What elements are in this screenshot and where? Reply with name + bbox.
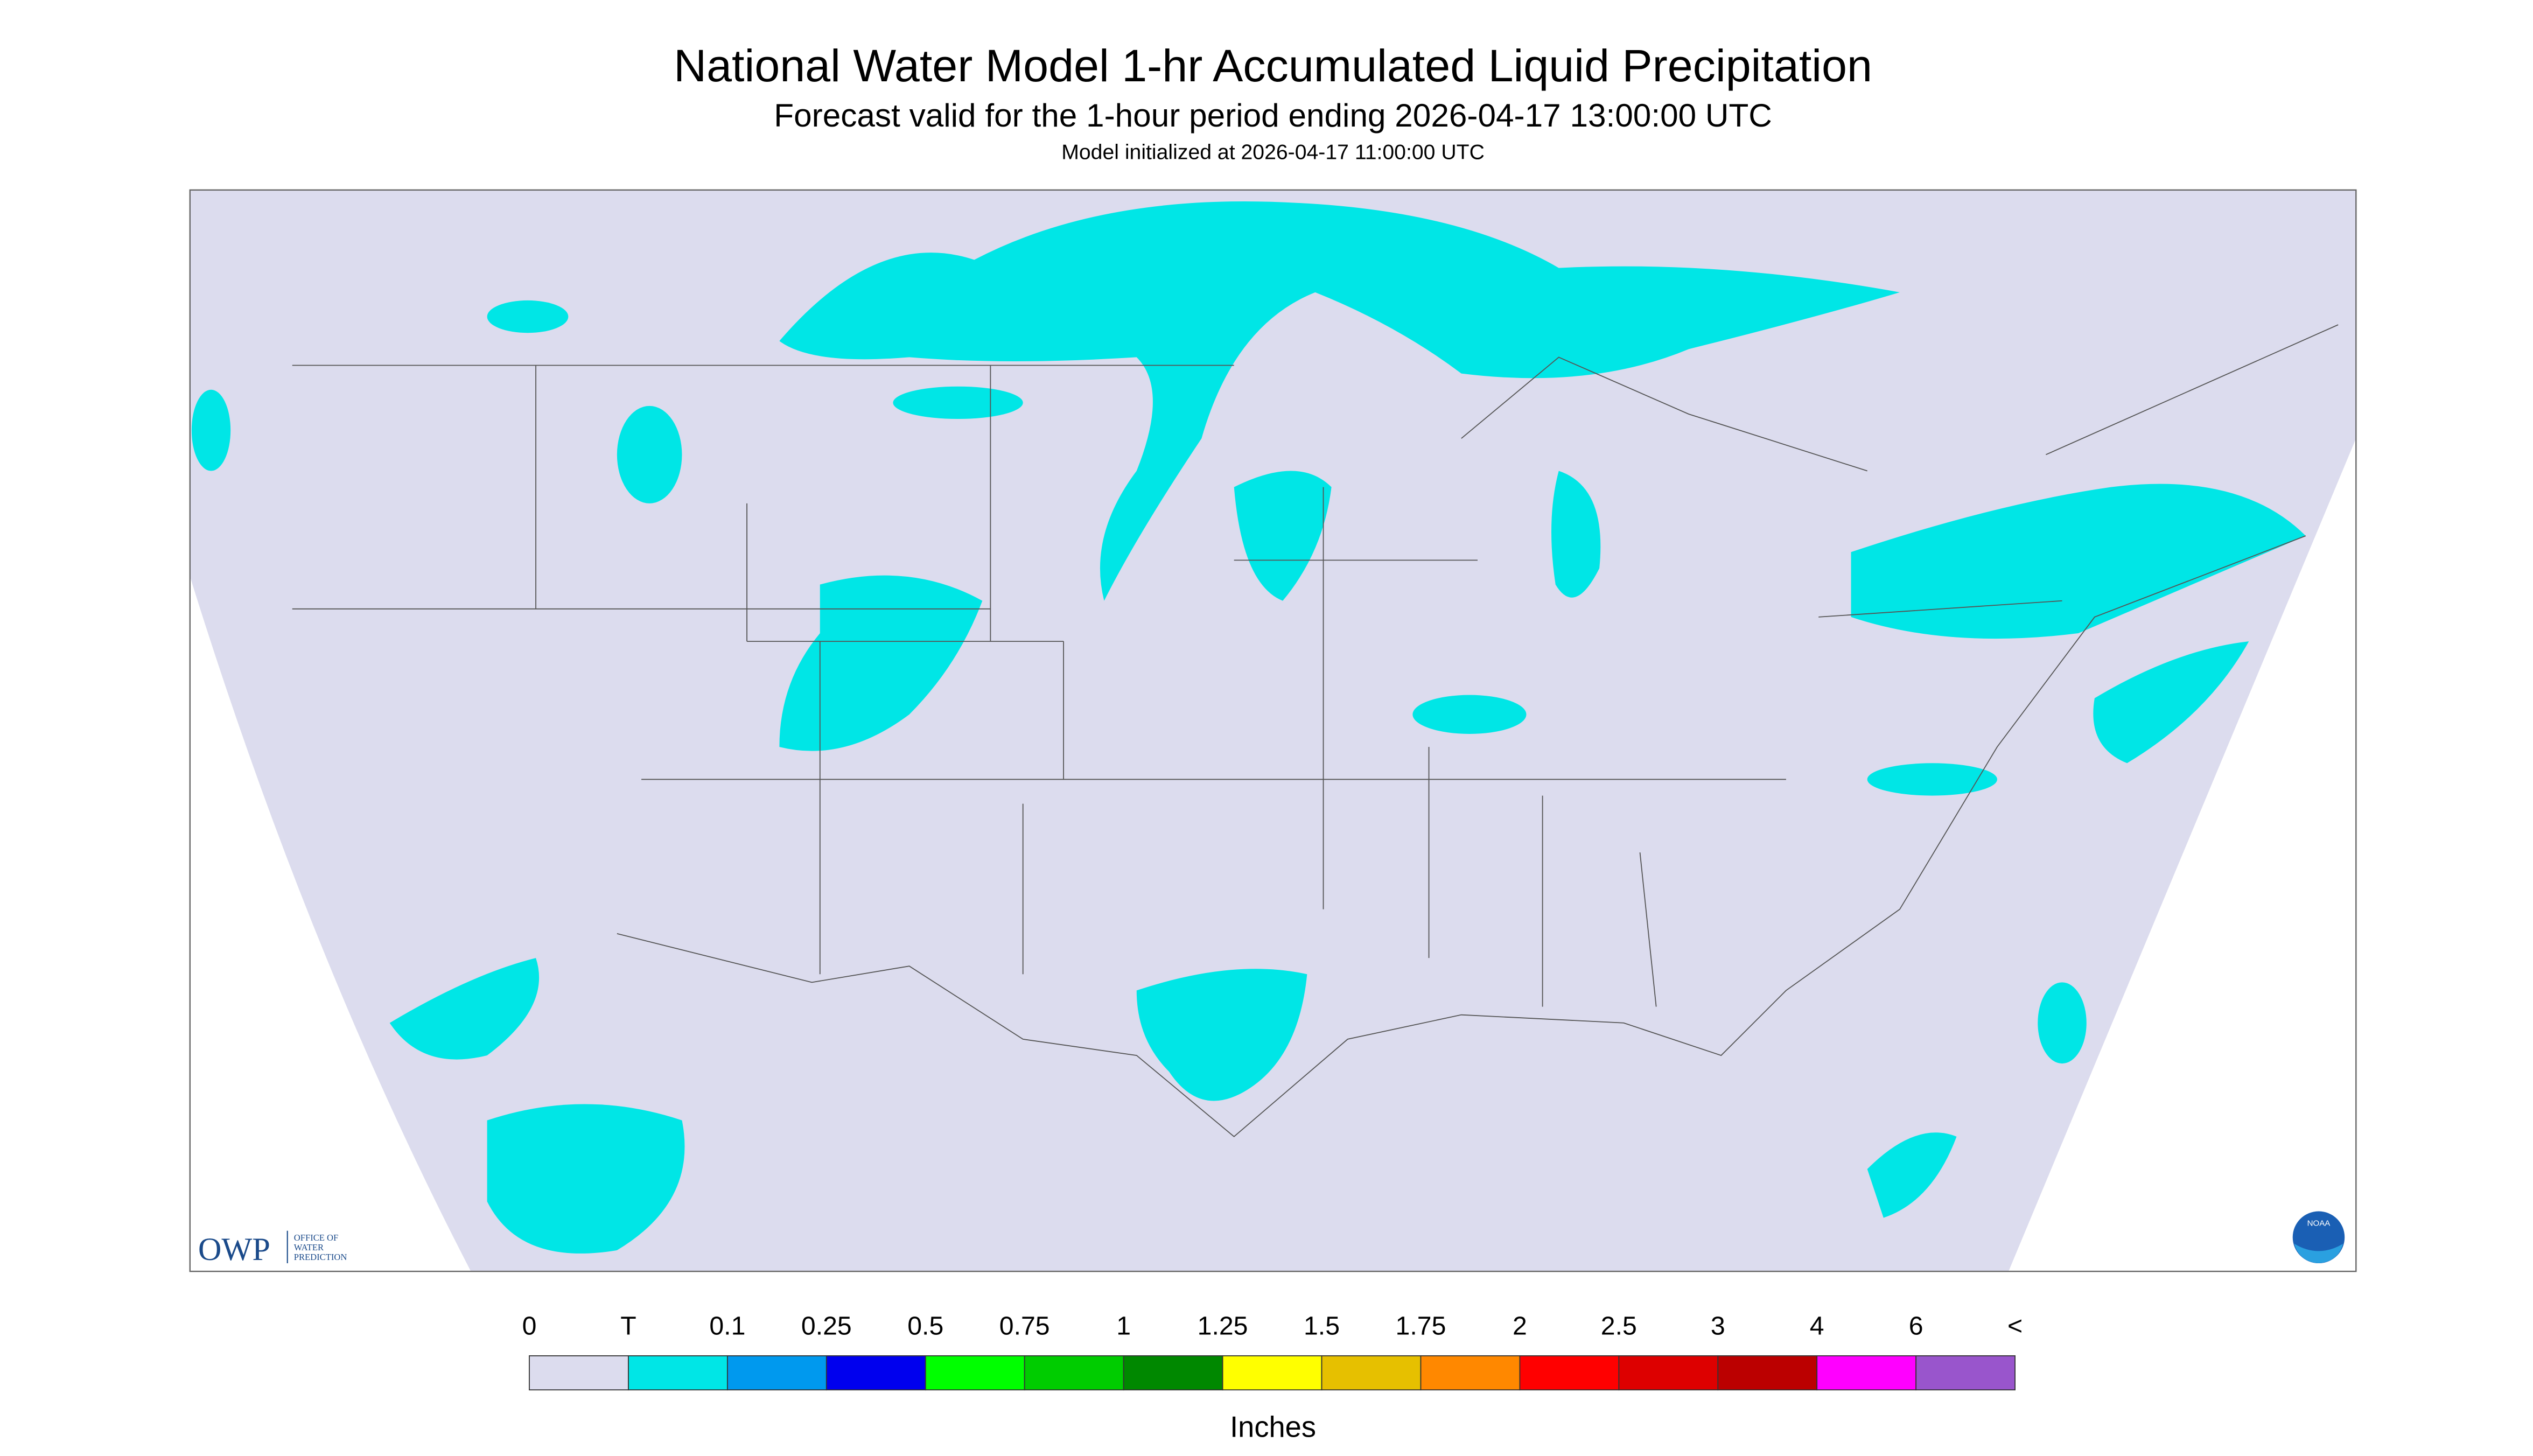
legend-label: 2.5 [1601,1312,1637,1341]
noaa-logo: NOAA [2292,1211,2345,1264]
color-legend: 0 T 0.1 0.25 0.5 0.75 1 1.25 1.5 1.75 2 2.5 3 4 6 < [522,1312,2023,1391]
legend-label: T [620,1312,636,1341]
legend-label: 1 [1116,1312,1131,1341]
legend-label: 1.5 [1304,1312,1340,1341]
legend-unit: Inches [1230,1411,1316,1444]
precip-areas [191,201,2306,1254]
legend-label: 6 [1909,1312,1923,1341]
logo-org: PREDICTION [294,1252,347,1262]
legend-label: 1.25 [1198,1312,1248,1341]
legend-swatch [1222,1355,1323,1391]
init-time: Model initialized at 2026-04-17 11:00:00… [1061,141,1485,164]
legend-swatch [1519,1355,1620,1391]
legend-swatch [1915,1355,2016,1391]
map [189,189,2357,1272]
legend-swatch [726,1355,827,1391]
legend-label: 0.25 [801,1312,852,1341]
legend-swatch [1123,1355,1223,1391]
legend-label: 0.75 [999,1312,1050,1341]
logo-text: OWP [198,1231,270,1268]
legend-label: < [2007,1312,2023,1341]
legend-swatch [1816,1355,1917,1391]
legend-swatch [628,1355,728,1391]
legend-swatch [529,1355,629,1391]
legend-swatch [1024,1355,1124,1391]
legend-label: 4 [1810,1312,1824,1341]
subtitle: Forecast valid for the 1-hour period end… [774,97,1772,134]
legend-label: 1.75 [1396,1312,1446,1341]
legend-label: 0.5 [907,1312,943,1341]
legend-swatch [1321,1355,1422,1391]
legend-swatch [825,1355,926,1391]
logo-org: OFFICE OF [294,1233,338,1243]
logo-org: WATER [294,1242,324,1252]
legend-swatch [1717,1355,1818,1391]
legend-label: 0 [522,1312,537,1341]
legend-swatch [1618,1355,1719,1391]
legend-swatch [925,1355,1025,1391]
legend-label: 3 [1711,1312,1725,1341]
legend-swatch [1420,1355,1521,1391]
borders [292,324,2339,1138]
legend-label: 0.1 [709,1312,745,1341]
legend-label: 2 [1513,1312,1527,1341]
owp-logo: OWP OFFICE OF WATER PREDICTION [198,1230,347,1268]
noaa-text: NOAA [2307,1219,2331,1228]
title: National Water Model 1-hr Accumulated Li… [674,40,1872,91]
